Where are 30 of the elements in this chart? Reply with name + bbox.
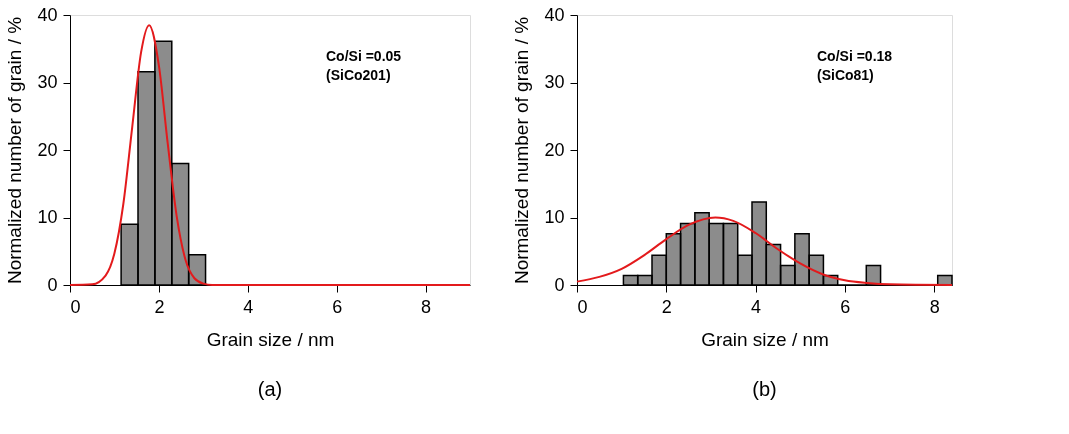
x-tick-label: 8 xyxy=(421,296,432,317)
y-tick-label: 20 xyxy=(37,139,58,160)
y-tick-label: 0 xyxy=(47,274,58,295)
x-axis-title: Grain size / nm xyxy=(701,328,829,350)
x-tick-label: 4 xyxy=(751,296,762,317)
y-axis-title: Normalized number of grain / % xyxy=(511,16,533,285)
y-tick-label: 40 xyxy=(544,4,565,25)
x-tick-label: 2 xyxy=(661,296,672,317)
x-tick-label: 4 xyxy=(243,296,254,317)
y-tick-label: 40 xyxy=(37,4,58,25)
text: (b) xyxy=(752,378,777,400)
x-tick-label: 2 xyxy=(154,296,165,317)
y-tick-label: 20 xyxy=(544,139,565,160)
text: (a) xyxy=(257,378,283,400)
y-axis-title: Normalized number of grain / % xyxy=(4,16,26,285)
x-tick-label: 6 xyxy=(840,296,851,317)
x-tick-label: 0 xyxy=(70,296,81,317)
x-tick-label: 8 xyxy=(929,296,940,317)
x-tick-label: 6 xyxy=(332,296,343,317)
y-tick-label: 0 xyxy=(554,274,565,295)
y-tick-label: 10 xyxy=(544,207,565,227)
annotation: (SiCo81) xyxy=(817,67,874,83)
annotation: Co/Si =0.18 xyxy=(817,48,893,64)
annotation: (SiCo201) xyxy=(326,67,391,83)
y-tick-label: 30 xyxy=(544,72,565,92)
x-tick-label: 0 xyxy=(577,296,588,317)
x-axis-title: Grain size / nm xyxy=(206,328,335,350)
y-tick-label: 10 xyxy=(37,207,58,227)
y-tick-label: 30 xyxy=(37,72,58,92)
annotation: Co/Si =0.05 xyxy=(326,48,402,64)
